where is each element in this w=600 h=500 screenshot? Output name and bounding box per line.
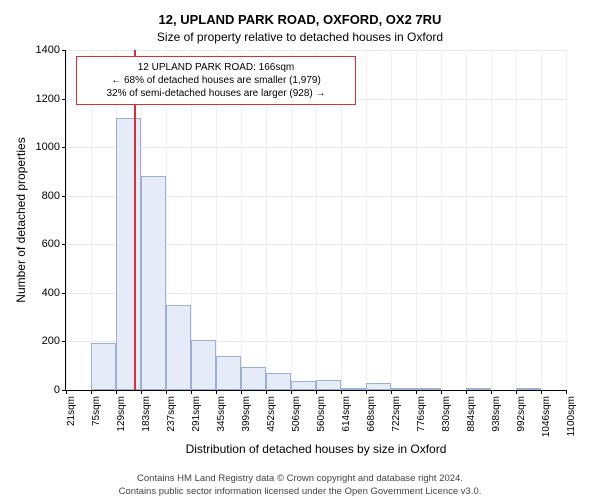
gridline-v [391, 50, 392, 390]
xtick-mark [316, 390, 317, 394]
xtick-label: 183sqm [141, 396, 152, 432]
xtick-mark [91, 390, 92, 394]
xtick-mark [491, 390, 492, 394]
xtick-label: 129sqm [116, 396, 127, 432]
page-title: 12, UPLAND PARK ROAD, OXFORD, OX2 7RU [0, 0, 600, 28]
ytick-label: 200 [42, 335, 60, 347]
xtick-label: 21sqm [66, 396, 77, 426]
xtick-mark [341, 390, 342, 394]
histogram-bar [216, 356, 241, 390]
xtick-label: 938sqm [491, 396, 502, 432]
xtick-mark [266, 390, 267, 394]
xtick-mark [241, 390, 242, 394]
xtick-mark [441, 390, 442, 394]
xtick-mark [416, 390, 417, 394]
gridline-v [491, 50, 492, 390]
gridline-v [566, 50, 567, 390]
xtick-mark [516, 390, 517, 394]
gridline-v [441, 50, 442, 390]
xtick-label: 830sqm [441, 396, 452, 432]
xtick-label: 1046sqm [541, 396, 552, 437]
xtick-mark [216, 390, 217, 394]
annotation-line-3: 32% of semi-detached houses are larger (… [83, 87, 349, 100]
xtick-label: 722sqm [391, 396, 402, 432]
xtick-label: 992sqm [516, 396, 527, 432]
gridline-v [516, 50, 517, 390]
xtick-label: 399sqm [241, 396, 252, 432]
chart-area: Number of detached properties Distributi… [65, 50, 565, 390]
page-subtitle: Size of property relative to detached ho… [0, 28, 600, 44]
x-axis-label: Distribution of detached houses by size … [186, 442, 447, 456]
xtick-label: 668sqm [366, 396, 377, 432]
ytick-label: 1000 [36, 141, 60, 153]
histogram-bar [516, 388, 541, 390]
footer: Contains HM Land Registry data © Crown c… [0, 473, 600, 498]
xtick-label: 452sqm [266, 396, 277, 432]
xtick-mark [466, 390, 467, 394]
gridline-v [541, 50, 542, 390]
histogram-bar [91, 343, 116, 390]
ytick-label: 600 [42, 238, 60, 250]
xtick-mark [141, 390, 142, 394]
histogram-bar [466, 388, 491, 390]
xtick-label: 345sqm [216, 396, 227, 432]
histogram-bar [416, 388, 441, 390]
histogram-bar [141, 176, 166, 390]
xtick-mark [366, 390, 367, 394]
gridline-v [366, 50, 367, 390]
xtick-label: 884sqm [466, 396, 477, 432]
xtick-label: 506sqm [291, 396, 302, 432]
ytick-label: 400 [42, 287, 60, 299]
histogram-bar [266, 373, 291, 390]
annotation-box: 12 UPLAND PARK ROAD: 166sqm← 68% of deta… [76, 56, 356, 105]
histogram-bar [116, 118, 141, 390]
xtick-mark [166, 390, 167, 394]
gridline-v [466, 50, 467, 390]
chart-container: 12, UPLAND PARK ROAD, OXFORD, OX2 7RU Si… [0, 0, 600, 500]
histogram-bar [166, 305, 191, 390]
xtick-mark [566, 390, 567, 394]
xtick-mark [116, 390, 117, 394]
ytick-label: 1400 [36, 44, 60, 56]
xtick-label: 560sqm [316, 396, 327, 432]
annotation-line-2: ← 68% of detached houses are smaller (1,… [83, 74, 349, 87]
xtick-mark [191, 390, 192, 394]
histogram-bar [391, 388, 416, 390]
y-axis-label: Number of detached properties [14, 137, 28, 302]
footer-line-2: Contains public sector information licen… [0, 486, 600, 498]
footer-line-1: Contains HM Land Registry data © Crown c… [0, 473, 600, 485]
plot-region: Number of detached properties Distributi… [65, 50, 566, 391]
xtick-mark [541, 390, 542, 394]
histogram-bar [191, 340, 216, 390]
gridline-v [416, 50, 417, 390]
histogram-bar [341, 388, 366, 390]
ytick-label: 0 [54, 384, 60, 396]
histogram-bar [366, 383, 391, 390]
xtick-mark [291, 390, 292, 394]
histogram-bar [241, 367, 266, 390]
histogram-bar [316, 380, 341, 390]
gridline-v [66, 50, 67, 390]
xtick-label: 614sqm [341, 396, 352, 432]
xtick-label: 1100sqm [566, 396, 577, 436]
xtick-mark [391, 390, 392, 394]
xtick-label: 237sqm [166, 396, 177, 432]
ytick-label: 1200 [36, 93, 60, 105]
xtick-label: 776sqm [416, 396, 427, 432]
xtick-label: 75sqm [91, 396, 102, 426]
xtick-label: 291sqm [191, 396, 202, 432]
ytick-label: 800 [42, 190, 60, 202]
histogram-bar [291, 381, 316, 390]
annotation-line-1: 12 UPLAND PARK ROAD: 166sqm [83, 61, 349, 74]
xtick-mark [66, 390, 67, 394]
